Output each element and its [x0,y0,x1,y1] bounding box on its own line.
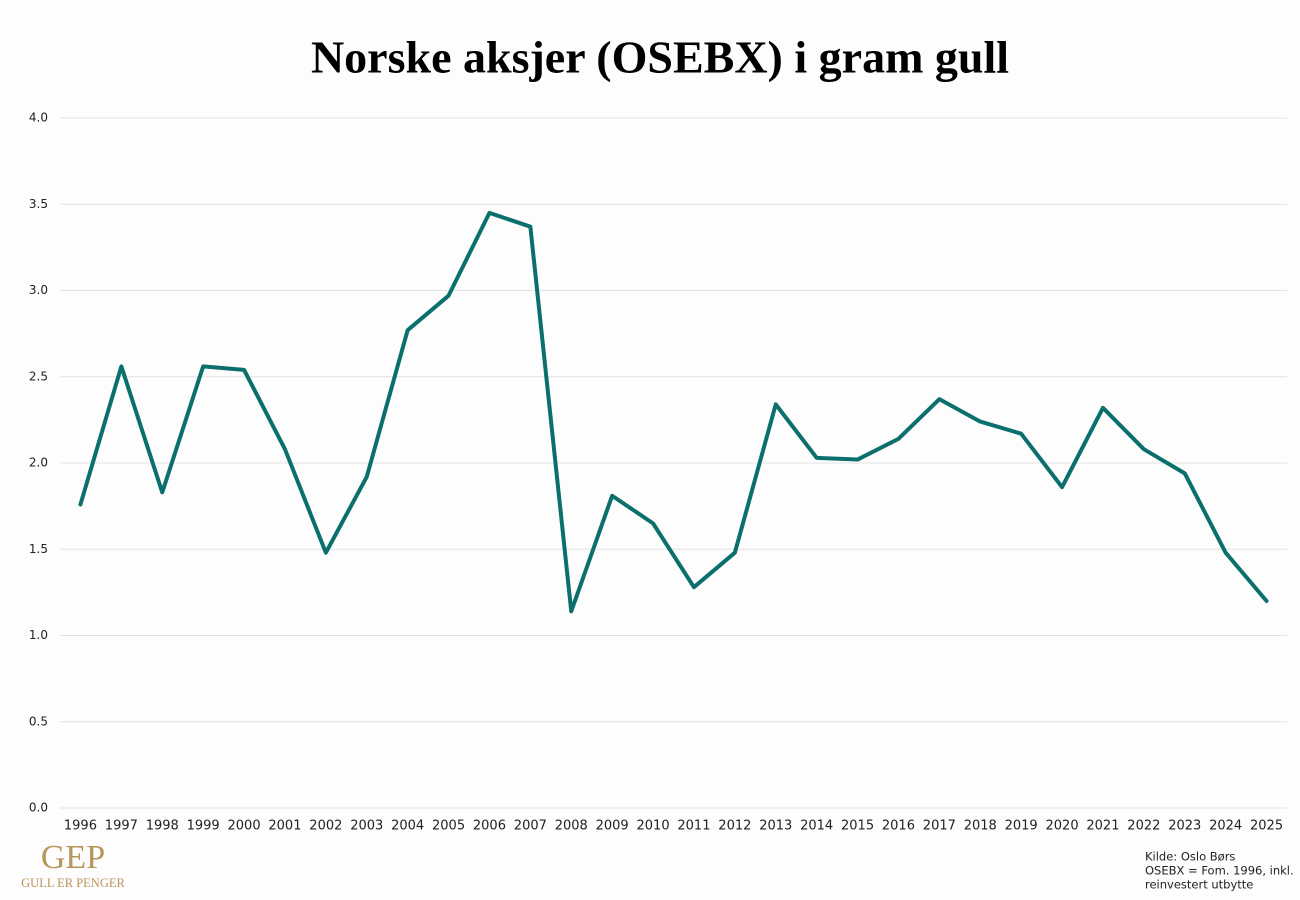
y-tick-label: 4.0 [29,111,48,125]
y-tick-label: 0.0 [29,801,48,815]
x-tick-label: 2024 [1209,819,1242,834]
x-tick-label: 1997 [105,819,138,834]
x-tick-label: 1999 [187,819,220,834]
logo-mark: GEP [41,839,105,876]
x-tick-label: 2017 [923,819,956,834]
y-tick-label: 2.5 [29,369,48,383]
x-tick-label: 2018 [964,819,997,834]
y-tick-label: 3.0 [29,283,48,297]
note: reinvestert utbytte [1145,878,1253,892]
x-tick-label: 2005 [432,819,465,834]
x-tick-label: 2023 [1168,819,1201,834]
x-tick-label: 2013 [759,819,792,834]
y-tick-label: 3.5 [29,197,48,211]
x-tick-label: 2008 [555,819,588,834]
x-tick-label: 2006 [473,819,506,834]
x-tick-label: 2001 [268,819,301,834]
y-tick-label: 1.5 [29,542,48,556]
x-tick-label: 2011 [677,819,710,834]
x-tick-label: 1998 [146,819,179,834]
data-line [78,210,1269,614]
x-tick-label: 2000 [228,819,261,834]
x-tick-label: 2009 [596,819,629,834]
x-tick-label: 2016 [882,819,915,834]
x-tick-label: 2020 [1046,819,1079,834]
x-tick-label: 2019 [1005,819,1038,834]
x-tick-label: 2014 [800,819,833,834]
y-tick-label: 2.0 [29,456,48,470]
x-tick-label: 2022 [1127,819,1160,834]
x-tick-label: 2012 [718,819,751,834]
x-tick-label: 2025 [1250,819,1283,834]
note: Kilde: Oslo Børs [1145,850,1235,864]
x-tick-label: 2003 [350,819,383,834]
x-tick-label: 2007 [514,819,547,834]
note: OSEBX = Fom. 1996, inkl. [1145,864,1294,878]
chart-title: Norske aksjer (OSEBX) i gram gull [311,32,1009,83]
logo-text: GULL ER PENGER [21,876,125,890]
y-tick-label: 0.5 [29,714,48,728]
x-tick-label: 2004 [391,819,424,834]
x-tick-label: 2002 [309,819,342,834]
x-tick-label: 1996 [64,819,97,834]
x-tick-label: 2021 [1086,819,1119,834]
x-tick-label: 2015 [841,819,874,834]
x-tick-label: 2010 [637,819,670,834]
y-tick-label: 1.0 [29,628,48,642]
